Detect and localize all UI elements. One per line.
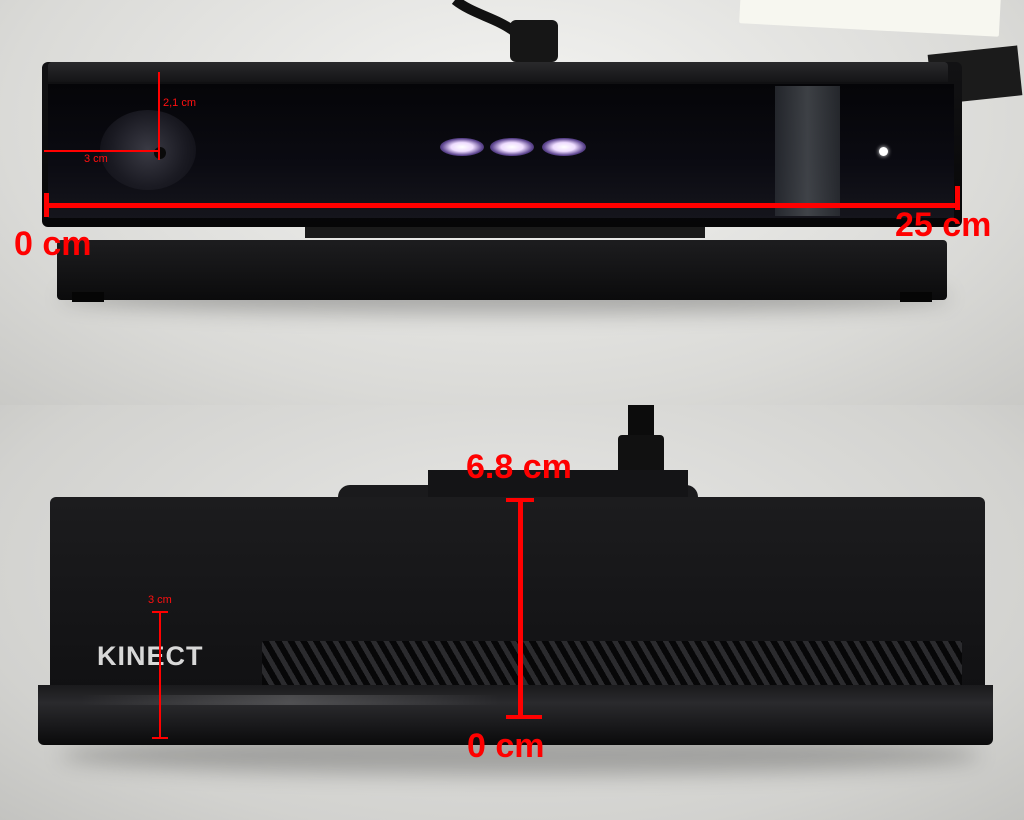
- ir-emitter-led-icon: [440, 138, 484, 156]
- brand-logo: KINECT: [97, 641, 204, 671]
- connector-block: [428, 470, 688, 500]
- ir-emitter-led-icon: [542, 138, 586, 156]
- width-measure-tick-right: [955, 186, 960, 210]
- vent-grille-icon: [262, 641, 962, 685]
- lens-width-label: 3 cm: [84, 153, 108, 165]
- width-measure-line: [46, 203, 958, 208]
- ir-emitter-led-icon: [490, 138, 534, 156]
- stand-foot-right: [900, 292, 932, 302]
- cable-plug: [618, 435, 664, 475]
- depth-label-top: 6.8 cm: [466, 448, 572, 486]
- lens-height-line: [158, 72, 160, 160]
- depth-measure-tick-bottom: [506, 715, 542, 719]
- depth-measure-line: [518, 500, 523, 718]
- indicator-led-icon: [879, 147, 888, 156]
- stand-base: [57, 240, 947, 300]
- width-label-start: 0 cm: [14, 225, 92, 263]
- side-measure-tick-top: [152, 611, 168, 613]
- depth-measure-tick-top: [506, 498, 534, 502]
- top-view-panel: KINECT 6.8 cm 0 cm 3 cm: [0, 405, 1024, 820]
- stand-foot-left: [72, 292, 104, 302]
- lens-width-line: [44, 150, 160, 152]
- lens-center: [154, 147, 166, 159]
- side-measure-tick-bottom: [152, 737, 168, 739]
- lens-height-label: 2,1 cm: [163, 97, 197, 109]
- glass-reflection: [775, 86, 840, 216]
- depth-label-bottom: 0 cm: [467, 727, 545, 765]
- width-label-end: 25 cm: [895, 206, 992, 244]
- sensor-top-edge: [48, 62, 948, 82]
- front-view-panel: 0 cm 25 cm 2,1 cm 3 cm: [0, 0, 1024, 405]
- width-measure-tick-left: [44, 193, 49, 217]
- front-lip-highlight: [80, 695, 500, 705]
- side-measure-label: 3 cm: [148, 594, 172, 606]
- side-measure-line: [159, 612, 161, 739]
- cable-ferrite: [510, 20, 558, 62]
